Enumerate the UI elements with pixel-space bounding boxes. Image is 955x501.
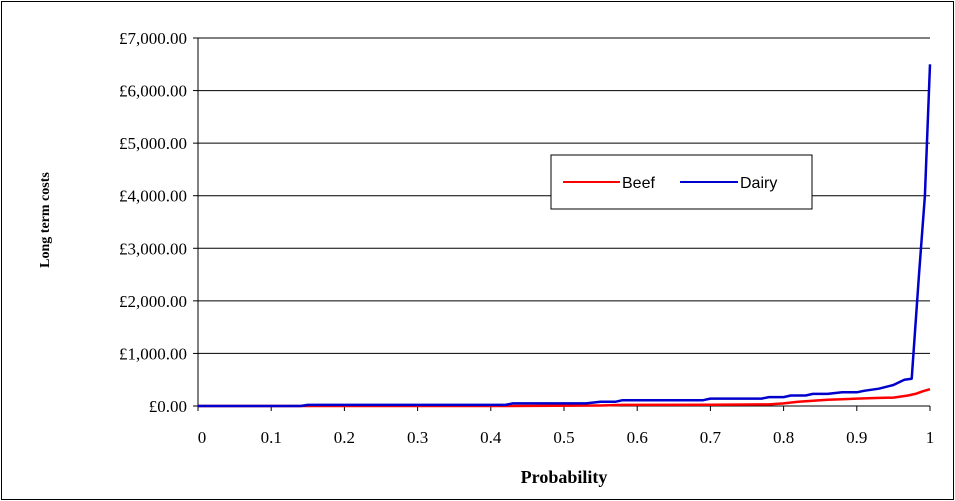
x-tick-label: 0.2 [334, 428, 355, 447]
x-tick-label: 1 [926, 428, 935, 447]
y-tick-labels: £0.00 £1,000.00 £2,000.00 £3,000.00 £4,000.0… [119, 29, 187, 416]
y-tick-label: £3,000.00 [119, 239, 187, 258]
y-axis-title: Long term costs [38, 172, 53, 268]
x-tick-label: 0.5 [553, 428, 574, 447]
legend-label-dairy: Dairy [740, 175, 777, 192]
y-tick-label: £0.00 [149, 397, 187, 416]
x-axis-title: Probability [521, 467, 608, 487]
x-tick-label: 0.9 [846, 428, 867, 447]
x-tick-label: 0.6 [627, 428, 648, 447]
y-tick-label: £7,000.00 [119, 29, 187, 48]
axes [193, 37, 931, 411]
x-tick-labels: 0 0.1 0.2 0.3 0.4 0.5 0.6 0.7 0.8 0.9 1 [198, 428, 935, 447]
x-tick-label: 0.7 [700, 428, 722, 447]
x-tick-label: 0.4 [480, 428, 502, 447]
gridlines [198, 37, 930, 354]
y-tick-label: £2,000.00 [119, 292, 187, 311]
y-tick-label: £6,000.00 [119, 82, 187, 101]
y-tick-label: £1,000.00 [119, 344, 187, 363]
x-tick-label: 0 [198, 428, 207, 447]
x-tick-label: 0.3 [407, 428, 428, 447]
legend: Beef Dairy [550, 154, 813, 210]
x-tick-label: 0.8 [773, 428, 794, 447]
y-tick-label: £4,000.00 [119, 187, 187, 206]
series-line-dairy [198, 64, 932, 408]
y-tick-label: £5,000.00 [119, 134, 187, 153]
series-layer [198, 64, 932, 408]
x-tick-label: 0.1 [261, 428, 282, 447]
series-line-beef [198, 387, 931, 408]
legend-label-beef: Beef [622, 175, 655, 192]
